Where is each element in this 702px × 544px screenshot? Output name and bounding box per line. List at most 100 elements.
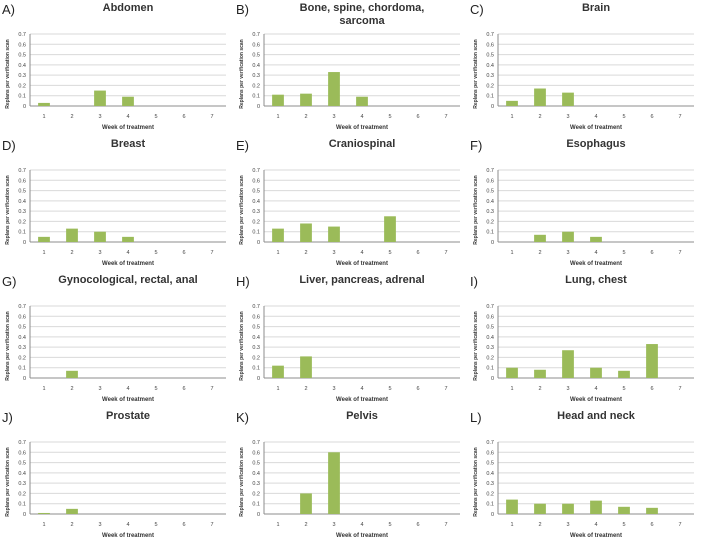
y-tick-label: 0.5 <box>252 325 260 331</box>
y-tick-label: 0.7 <box>486 168 494 174</box>
x-tick-label: 3 <box>566 386 569 392</box>
y-tick-label: 0.7 <box>252 32 260 38</box>
y-tick-label: 0.6 <box>486 314 494 320</box>
bar <box>300 493 312 514</box>
y-tick-label: 0.7 <box>18 304 26 310</box>
x-tick-label: 1 <box>42 250 45 256</box>
x-tick-label: 2 <box>70 250 73 256</box>
bar <box>272 365 284 378</box>
y-tick-label: 0.7 <box>252 440 260 446</box>
chart-panel: F) Esophagus 0 0.1 0.2 0.3 0.4 0.5 0.6 0.7 1 2 3 4 5 6 7… <box>468 136 702 272</box>
y-axis-label: Replans per verification scan <box>473 39 479 108</box>
bar <box>94 231 106 242</box>
y-axis-label: Replans per verification scan <box>5 447 11 516</box>
y-axis-label: Replans per verification scan <box>239 39 245 108</box>
bar <box>300 93 312 106</box>
y-axis-label: Replans per verification scan <box>239 175 245 244</box>
y-tick-label: 0.1 <box>486 230 494 236</box>
x-tick-label: 7 <box>210 250 213 256</box>
bar-chart: 0 0.1 0.2 0.3 0.4 0.5 0.6 0.7 1 2 3 4 5 6 7 Week of tre… <box>473 304 694 403</box>
bar <box>272 94 284 106</box>
bar <box>38 236 50 242</box>
y-tick-label: 0 <box>23 376 26 382</box>
x-tick-label: 3 <box>566 522 569 528</box>
x-axis-label: Week of treatment <box>102 397 154 403</box>
x-tick-label: 2 <box>304 114 307 120</box>
bar-chart: 0 0.1 0.2 0.3 0.4 0.5 0.6 0.7 1 2 3 4 5 6 7 Week of tre… <box>473 32 694 131</box>
y-tick-label: 0.3 <box>486 73 494 79</box>
chart-panel: G) Gynocological, rectal, anal 0 0.1 0.2 0.3 0… <box>0 272 234 408</box>
y-tick-label: 0 <box>23 512 26 518</box>
x-tick-label: 3 <box>98 250 101 256</box>
y-tick-label: 0 <box>23 240 26 246</box>
x-axis-label: Week of treatment <box>102 533 154 539</box>
y-tick-label: 0.5 <box>18 325 26 331</box>
y-tick-label: 0.3 <box>486 345 494 351</box>
chart-title: Bone, spine, chordoma, sarcoma <box>299 2 425 27</box>
panel-letter: D) <box>2 138 16 153</box>
y-tick-label: 0.4 <box>486 335 494 341</box>
x-tick-label: 4 <box>126 114 129 120</box>
bar-chart: 0 0.1 0.2 0.3 0.4 0.5 0.6 0.7 1 2 3 4 5 6 7 Week of tre… <box>239 32 460 131</box>
y-tick-label: 0.2 <box>252 83 260 89</box>
x-tick-label: 6 <box>182 522 185 528</box>
x-tick-label: 7 <box>444 250 447 256</box>
y-tick-label: 0.4 <box>252 63 260 69</box>
x-tick-label: 6 <box>182 386 185 392</box>
x-tick-label: 4 <box>126 250 129 256</box>
y-tick-label: 0 <box>257 104 260 110</box>
y-tick-label: 0.3 <box>18 209 26 215</box>
y-tick-label: 0.6 <box>252 42 260 48</box>
x-tick-label: 2 <box>538 522 541 528</box>
bar <box>300 223 312 242</box>
y-tick-label: 0.2 <box>252 219 260 225</box>
bar-chart: 0 0.1 0.2 0.3 0.4 0.5 0.6 0.7 1 2 3 4 5 6 7 Week of tre… <box>239 304 460 403</box>
y-tick-label: 0.2 <box>252 355 260 361</box>
y-tick-label: 0.3 <box>252 481 260 487</box>
bar <box>328 226 340 242</box>
x-tick-label: 1 <box>276 250 279 256</box>
bar <box>328 452 340 514</box>
bar-chart: 0 0.1 0.2 0.3 0.4 0.5 0.6 0.7 1 2 3 4 5 6 7 Week of tre… <box>5 304 226 403</box>
panel-letter: E) <box>236 138 249 153</box>
x-tick-label: 4 <box>594 114 597 120</box>
y-tick-label: 0.2 <box>486 491 494 497</box>
y-tick-label: 0.6 <box>486 42 494 48</box>
bar <box>590 236 602 242</box>
y-tick-label: 0 <box>23 104 26 110</box>
bar <box>562 503 574 514</box>
bar <box>534 88 546 106</box>
y-tick-label: 0.2 <box>18 355 26 361</box>
chart-panel: A) Abdomen 0 0.1 0.2 0.3 0.4 0.5 0.6 0.7 1 2 3 4 5 6 7 We… <box>0 0 234 136</box>
bar <box>590 500 602 514</box>
x-tick-label: 5 <box>154 386 157 392</box>
chart-title: Craniospinal <box>328 138 396 150</box>
bar-chart: 0 0.1 0.2 0.3 0.4 0.5 0.6 0.7 1 2 3 4 5 6 7 Week of tre… <box>473 168 694 267</box>
x-tick-label: 7 <box>678 250 681 256</box>
x-tick-label: 7 <box>678 114 681 120</box>
y-tick-label: 0.2 <box>486 355 494 361</box>
y-tick-label: 0.6 <box>18 450 26 456</box>
y-tick-label: 0.6 <box>252 178 260 184</box>
x-tick-label: 6 <box>650 522 653 528</box>
y-tick-label: 0.4 <box>486 471 494 477</box>
x-tick-label: 7 <box>210 114 213 120</box>
x-tick-label: 5 <box>622 250 625 256</box>
y-tick-label: 0.3 <box>486 481 494 487</box>
y-tick-label: 0.5 <box>18 53 26 59</box>
bar-chart: 0 0.1 0.2 0.3 0.4 0.5 0.6 0.7 1 2 3 4 5 6 7 Week of tre… <box>239 168 460 267</box>
y-axis-label: Replans per verification scan <box>5 39 11 108</box>
x-tick-label: 3 <box>332 250 335 256</box>
x-tick-label: 4 <box>594 386 597 392</box>
panel-letter: A) <box>2 2 15 17</box>
y-tick-label: 0.4 <box>18 199 26 205</box>
x-tick-label: 3 <box>98 114 101 120</box>
x-tick-label: 2 <box>538 386 541 392</box>
chart-panel: B) Bone, spine, chordoma, sarcoma 0 0.1 0.2 0… <box>234 0 468 136</box>
y-tick-label: 0.1 <box>18 94 26 100</box>
x-axis-label: Week of treatment <box>336 261 388 267</box>
bar <box>66 508 78 514</box>
y-axis-label: Replans per verification scan <box>239 447 245 516</box>
x-tick-label: 3 <box>332 522 335 528</box>
y-tick-label: 0.7 <box>18 32 26 38</box>
